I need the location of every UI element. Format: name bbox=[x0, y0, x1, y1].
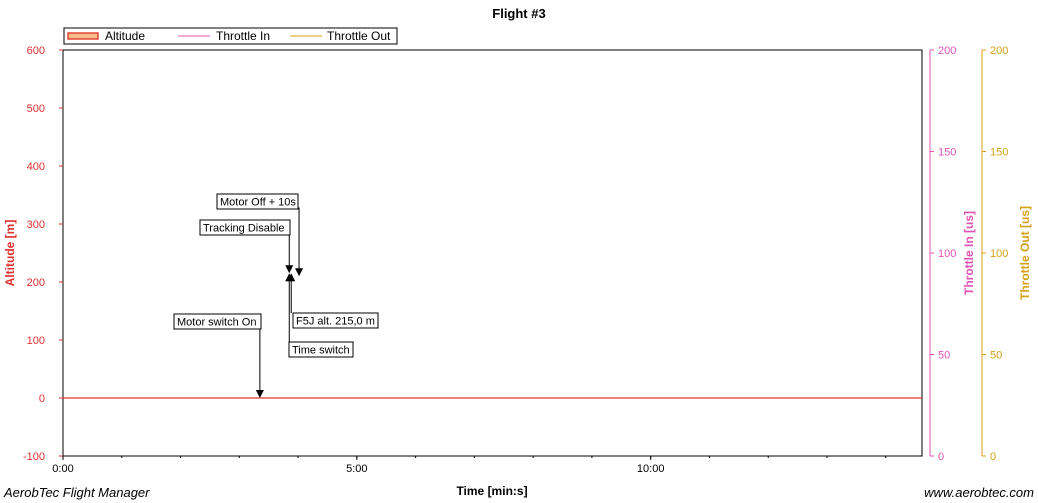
y-right2-tick-label: 100 bbox=[990, 248, 1008, 260]
y-right1-tick-label: 100 bbox=[938, 248, 956, 260]
y-right2-tick-label: 200 bbox=[990, 45, 1008, 57]
y-tick-label: -100 bbox=[23, 451, 45, 463]
y-right2-tick-label: 50 bbox=[990, 350, 1002, 362]
legend-entry: Throttle Out bbox=[290, 29, 391, 43]
legend-entry: Throttle In bbox=[178, 29, 270, 43]
annotation-arrow bbox=[295, 268, 304, 277]
annotation-box bbox=[173, 313, 262, 330]
annotation-label: Tracking Disable bbox=[203, 223, 285, 235]
y-right1-axis-label: Throttle In [us] bbox=[962, 211, 976, 295]
annotation-label: Motor switch On bbox=[177, 317, 256, 329]
y-tick-label: 100 bbox=[27, 335, 45, 347]
footer-app-name: AerobTec Flight Manager bbox=[3, 485, 150, 500]
y-right2-tick-label: 150 bbox=[990, 147, 1008, 159]
axes bbox=[59, 49, 986, 460]
y-right2-axis-label: Throttle Out [us] bbox=[1018, 206, 1032, 300]
annotation: Time switch bbox=[285, 273, 354, 358]
legend-box bbox=[63, 27, 398, 45]
annotation: Motor Off + 10s bbox=[216, 193, 304, 277]
y-tick-label: 600 bbox=[27, 45, 45, 57]
y-tick-label: 500 bbox=[27, 103, 45, 115]
annotation: Motor switch On bbox=[173, 313, 264, 398]
annotation-arrow bbox=[285, 273, 294, 282]
annotation: Tracking Disable bbox=[199, 219, 294, 274]
legend-label: Throttle In bbox=[216, 29, 270, 43]
annotation-box bbox=[199, 219, 291, 236]
legend-swatch bbox=[67, 32, 99, 40]
annotations: Motor switch On Tracking Disable Motor Off… bbox=[173, 193, 379, 398]
annotation-label: Time switch bbox=[292, 345, 350, 357]
annotation-box bbox=[216, 193, 299, 210]
annotation-arrow bbox=[285, 265, 294, 274]
plot-frame bbox=[62, 49, 923, 457]
chart-title: Flight #3 bbox=[492, 6, 545, 21]
annotation-box bbox=[292, 312, 379, 329]
x-tick-label: 10:00 bbox=[637, 463, 665, 475]
y-tick-label: 300 bbox=[27, 219, 45, 231]
annotation-label: F5J alt. 215,0 m bbox=[296, 316, 375, 328]
y-tick-label: 400 bbox=[27, 161, 45, 173]
y-right1-tick-label: 200 bbox=[938, 45, 956, 57]
y-axis-label: Altitude [m] bbox=[3, 220, 17, 287]
y-right1-tick-label: 150 bbox=[938, 147, 956, 159]
x-tick-label: 0:00 bbox=[52, 463, 73, 475]
x-axis-label: Time [min:s] bbox=[456, 484, 527, 498]
y-right1-tick-label: 50 bbox=[938, 350, 950, 362]
legend: Altitude Throttle In Throttle Out bbox=[63, 27, 398, 45]
legend-entry: Altitude bbox=[67, 29, 145, 43]
y-right1-tick-label: 0 bbox=[938, 451, 944, 463]
legend-label: Throttle Out bbox=[327, 29, 391, 43]
annotation-box bbox=[288, 341, 354, 358]
annotation-arrow bbox=[255, 390, 264, 398]
y-tick-label: 200 bbox=[27, 277, 45, 289]
footer-website: www.aerobtec.com bbox=[924, 485, 1034, 500]
annotation-label: Motor Off + 10s bbox=[220, 197, 296, 209]
x-tick-label: 5:00 bbox=[346, 463, 367, 475]
y-right2-tick-label: 0 bbox=[990, 451, 996, 463]
legend-label: Altitude bbox=[105, 29, 145, 43]
y-tick-label: 0 bbox=[39, 393, 45, 405]
